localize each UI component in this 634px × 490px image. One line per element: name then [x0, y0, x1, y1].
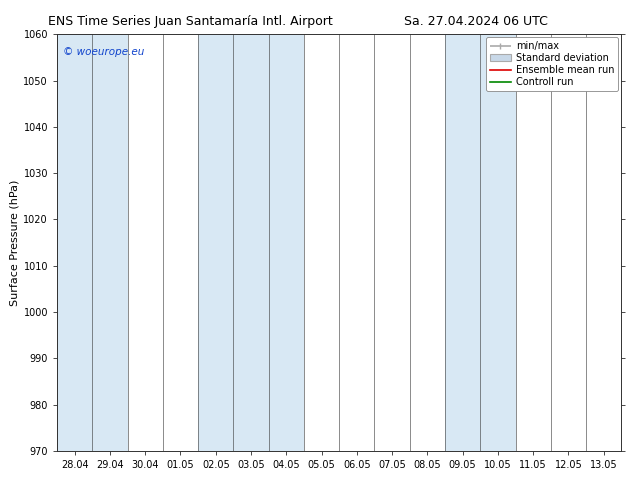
- Bar: [481, 34, 515, 451]
- Bar: [445, 34, 481, 451]
- Legend: min/max, Standard deviation, Ensemble mean run, Controll run: min/max, Standard deviation, Ensemble me…: [486, 37, 618, 91]
- Y-axis label: Surface Pressure (hPa): Surface Pressure (hPa): [10, 179, 19, 306]
- Text: Sa. 27.04.2024 06 UTC: Sa. 27.04.2024 06 UTC: [404, 15, 547, 28]
- Bar: [57, 34, 93, 451]
- Bar: [233, 34, 269, 451]
- Bar: [93, 34, 127, 451]
- Bar: [198, 34, 233, 451]
- Text: ENS Time Series Juan Santamaría Intl. Airport: ENS Time Series Juan Santamaría Intl. Ai…: [48, 15, 333, 28]
- Text: © woeurope.eu: © woeurope.eu: [63, 47, 144, 57]
- Bar: [269, 34, 304, 451]
